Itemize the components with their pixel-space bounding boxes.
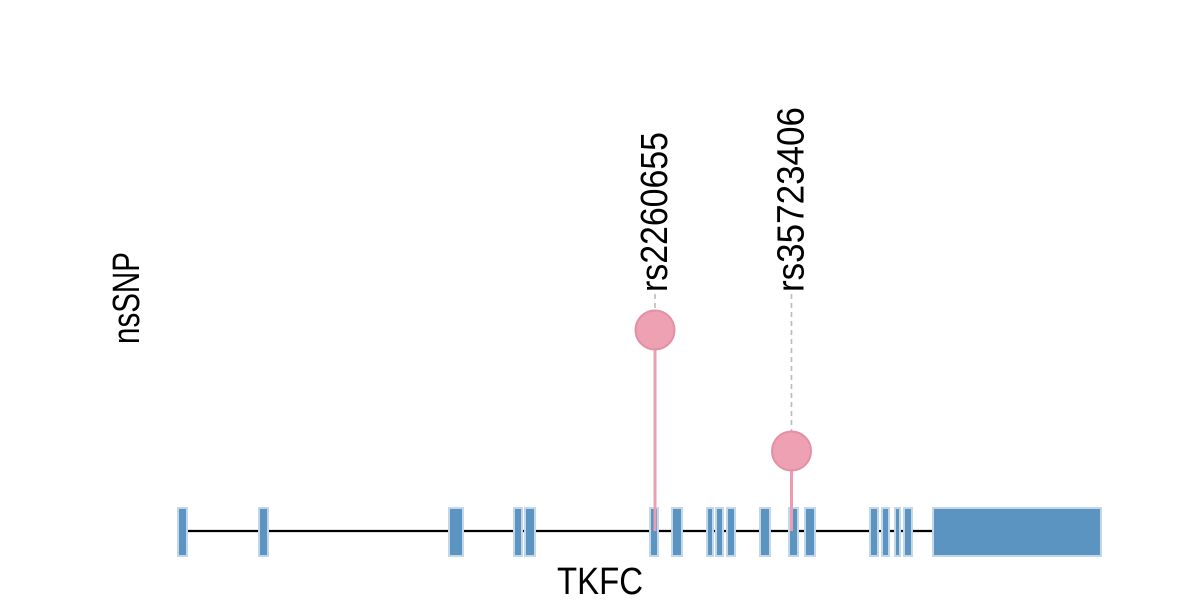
snp-label: rs35723406 bbox=[771, 107, 813, 292]
exon-rect bbox=[759, 507, 771, 557]
snp-circle bbox=[771, 430, 812, 472]
exon-rect bbox=[726, 507, 736, 557]
exon-rect bbox=[706, 507, 714, 557]
exon-rect bbox=[932, 507, 1102, 557]
snp-label: rs2260655 bbox=[634, 132, 676, 292]
exon-rect bbox=[513, 507, 523, 557]
exon-rect bbox=[903, 507, 913, 557]
snp-lollipop-track: rs2260655 rs35723406 bbox=[634, 107, 813, 531]
exon-rect bbox=[524, 507, 536, 557]
exon-rect bbox=[869, 507, 879, 557]
exon-rect bbox=[788, 507, 799, 557]
exon-rect bbox=[448, 507, 464, 557]
exon-rect bbox=[881, 507, 890, 557]
exon-rect bbox=[804, 507, 816, 557]
exon-rect bbox=[258, 507, 269, 557]
gene-label: TKFC bbox=[557, 561, 643, 600]
exon-rect bbox=[671, 507, 683, 557]
track-label: nsSNP bbox=[106, 252, 148, 344]
exon-rect bbox=[715, 507, 724, 557]
snp-circle bbox=[634, 309, 676, 351]
exon-rect bbox=[894, 507, 901, 557]
exon-rect bbox=[177, 507, 188, 557]
gene-model-track bbox=[177, 507, 1102, 557]
